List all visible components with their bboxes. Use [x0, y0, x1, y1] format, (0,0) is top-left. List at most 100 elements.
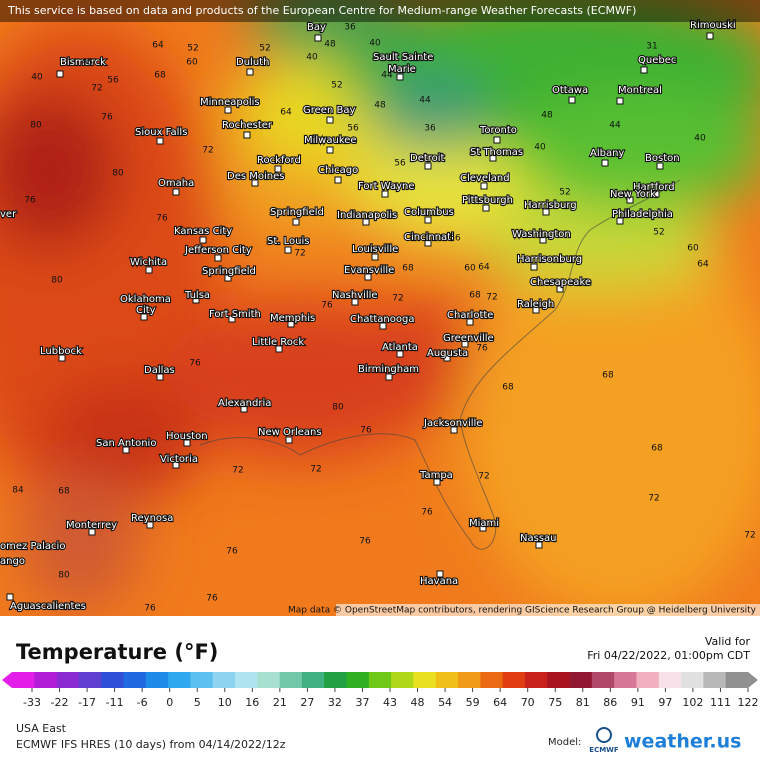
- contour-label: 72: [744, 531, 755, 541]
- city-label: Springfield: [202, 266, 256, 277]
- colorbar-segment: [301, 672, 325, 688]
- colorbar-tick-label: 32: [328, 696, 342, 709]
- contour-label: 80: [58, 571, 70, 581]
- city-marker: [251, 179, 259, 187]
- city-marker: [199, 236, 207, 244]
- contour-label: 52: [259, 44, 270, 54]
- contour-label: 60: [186, 58, 198, 68]
- colorbar-segment: [413, 672, 437, 688]
- city-label: Nashville: [332, 290, 378, 301]
- colorbar-tick-label: 10: [218, 696, 232, 709]
- colorbar-tick-label: -6: [137, 696, 148, 709]
- city-marker: [652, 190, 660, 198]
- city-label: Little Rock: [252, 337, 304, 348]
- city-marker: [396, 350, 404, 358]
- city-label: Fort Smith: [209, 309, 261, 320]
- contour-label: 68: [58, 487, 70, 497]
- city-marker: [6, 593, 14, 601]
- colorbar-segment: [636, 672, 660, 688]
- city-marker: [381, 190, 389, 198]
- colorbar-segment: [235, 672, 258, 688]
- contour-label: 44: [381, 71, 393, 81]
- city-label: Charlotte: [447, 310, 493, 321]
- model-label: Model:: [548, 737, 581, 748]
- city-marker: [532, 306, 540, 314]
- colorbar-segment: [324, 672, 348, 688]
- colorbar-tick-label: 21: [273, 696, 287, 709]
- contour-label: 72: [310, 465, 321, 475]
- colorbar-tick-label: 86: [603, 696, 617, 709]
- ecmwf-logo: [596, 727, 612, 743]
- city-marker: [122, 446, 130, 454]
- colorbar-segment: [524, 672, 548, 688]
- city-marker: [482, 204, 490, 212]
- city-marker: [480, 182, 488, 190]
- city-label: Rimouski: [690, 20, 736, 31]
- contour-label: 52: [653, 228, 664, 238]
- city-marker: [156, 137, 164, 145]
- city-label: Albany: [590, 148, 624, 159]
- city-marker: [183, 439, 191, 447]
- city-marker: [489, 154, 497, 162]
- city-marker: [568, 96, 576, 104]
- contour-label: 68: [502, 383, 514, 393]
- city-label: Victoria: [160, 454, 198, 465]
- contour-label: 76: [226, 547, 238, 557]
- attribution: Map data © OpenStreetMap contributors, r…: [288, 606, 757, 616]
- city-label: Miami: [469, 518, 499, 529]
- city-marker: [228, 315, 236, 323]
- city-marker: [616, 217, 624, 225]
- contour-label: 64: [152, 41, 164, 51]
- city-label: Harrisburg: [524, 200, 577, 211]
- contour-label: 84: [12, 486, 24, 496]
- contour-label: 40: [306, 53, 318, 63]
- city-label: Marie: [388, 64, 416, 75]
- city-label: Lubbock: [40, 346, 82, 357]
- contour-label: 40: [694, 134, 706, 144]
- colorbar-segment: [547, 672, 571, 688]
- city-marker: [640, 66, 648, 74]
- contour-label: 72: [294, 249, 305, 259]
- city-marker: [466, 318, 474, 326]
- city-marker: [385, 373, 393, 381]
- contour-label: 40: [534, 143, 546, 153]
- colorbar-tick-label: -11: [106, 696, 124, 709]
- colorbar: -33 -22 -17 -11 -6 0 5 10 16 21 27 32 37 43 48 54 59 64 70…: [2, 672, 759, 709]
- city-label: Cleveland: [460, 173, 510, 184]
- city-marker: [58, 354, 66, 362]
- city-marker: [314, 34, 322, 42]
- legend-title: Temperature (°F): [16, 640, 218, 664]
- city-marker: [284, 246, 292, 254]
- city-label: Kansas City: [174, 226, 232, 237]
- colorbar-segment: [681, 672, 704, 688]
- colorbar-segment: [391, 672, 414, 688]
- contour-label: 52: [331, 81, 342, 91]
- city-marker: [172, 461, 180, 469]
- colorbar-segment: [257, 672, 281, 688]
- city-marker: [274, 165, 282, 173]
- colorbar-tick-label: -22: [51, 696, 69, 709]
- ecmwf-text: ECMWF: [589, 746, 619, 754]
- city-marker: [436, 570, 444, 578]
- city-label: New York: [610, 189, 656, 200]
- colorbar-segment: [212, 672, 236, 688]
- valid-time: Fri 04/22/2022, 01:00pm CDT: [587, 649, 750, 662]
- city-label: omez Palacio: [0, 541, 65, 552]
- city-label: Ottawa: [552, 85, 588, 96]
- city-label: Tampa: [419, 470, 453, 481]
- city-label: Greenville: [443, 333, 494, 344]
- colorbar-tick-label: 37: [355, 696, 369, 709]
- contour-label: 76: [24, 196, 36, 206]
- contour-label: 76: [101, 113, 113, 123]
- city-marker: [145, 266, 153, 274]
- city-label: City: [136, 305, 156, 316]
- city-marker: [275, 345, 283, 353]
- city-marker: [351, 298, 359, 306]
- contour-label: 44: [419, 96, 431, 106]
- city-marker: [542, 208, 550, 216]
- city-label: Memphis: [270, 313, 315, 324]
- city-marker: [364, 273, 372, 281]
- contour-label: 76: [360, 426, 372, 436]
